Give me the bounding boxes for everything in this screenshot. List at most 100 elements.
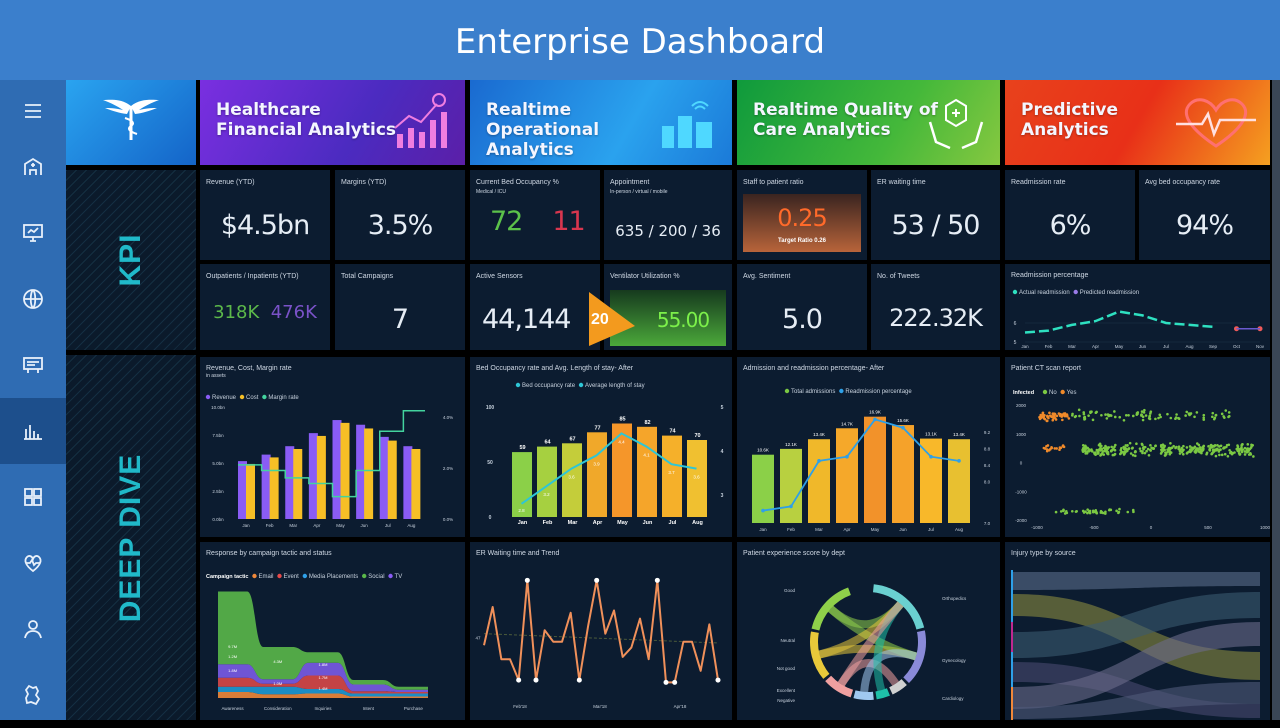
y2-tick-label: 8.4 xyxy=(984,463,991,468)
sidebar-item-map[interactable] xyxy=(0,662,66,728)
y-tick-label: -2000 xyxy=(1015,518,1027,523)
kpi-margins[interactable]: Margins (YTD) 3.5% xyxy=(335,170,465,260)
chart-ct-scan[interactable]: Patient CT scan report Infected No Yes 2000 1… xyxy=(1005,357,1270,537)
chart-bed-occupancy-los[interactable]: Bed Occupancy rate and Avg. Length of st… xyxy=(470,357,732,537)
legend-swatch xyxy=(205,394,211,400)
legend-item: Bed occupancy rate xyxy=(522,383,576,389)
los-value-label: 3.6 xyxy=(693,475,700,480)
scan-point xyxy=(1240,443,1244,446)
scan-point xyxy=(1246,443,1250,446)
kpi-value: 222.32K xyxy=(889,304,983,332)
sidebar-item-menu[interactable] xyxy=(0,78,66,144)
x-tick-label: Mar xyxy=(1068,344,1076,349)
scan-point xyxy=(1147,417,1151,420)
source-node xyxy=(1011,687,1013,720)
banner-financial-analytics[interactable]: Healthcare Financial Analytics xyxy=(200,80,465,165)
scan-point xyxy=(1175,413,1178,416)
scan-point xyxy=(1224,409,1228,412)
scan-point xyxy=(1249,446,1253,449)
kpi-label: Current Bed Occupancy % xyxy=(476,179,559,186)
scan-point xyxy=(1246,447,1249,450)
chart-subtitle: in assets xyxy=(206,373,226,379)
scan-point xyxy=(1147,454,1151,457)
logo-tile[interactable] xyxy=(66,80,196,165)
scan-point xyxy=(1067,417,1071,420)
sidebar-item-chart[interactable] xyxy=(0,398,66,464)
kpi-er-wait[interactable]: ER waiting time 53 / 50 xyxy=(871,170,1000,260)
banner-label: Realtime Quality of Care Analytics xyxy=(753,100,938,140)
sidebar-item-person[interactable] xyxy=(0,596,66,662)
chart-patient-experience[interactable]: Patient experience score by dept Good Neut… xyxy=(737,542,1000,720)
banner-quality-of-care[interactable]: Realtime Quality of Care Analytics xyxy=(737,80,1000,165)
scan-point xyxy=(1059,510,1063,513)
x-tick-label: Oct xyxy=(1233,344,1241,349)
chord-arc xyxy=(853,690,874,700)
scan-point xyxy=(1054,418,1058,421)
scan-point xyxy=(1200,449,1203,453)
chart-readmission-percentage[interactable]: Readmission percentage Actual readmission… xyxy=(1005,264,1270,350)
scan-point xyxy=(1152,447,1156,450)
chart-er-waiting[interactable]: ER Waiting time and Trend 47 Feb'18 Mar'18 A… xyxy=(470,542,732,720)
extreme-point xyxy=(594,577,600,583)
scan-point xyxy=(1055,447,1058,450)
banner-operational-analytics[interactable]: Realtime Operational Analytics xyxy=(470,80,732,165)
chart-revenue-cost-margin[interactable]: Revenue, Cost, Margin rate in assets Reven… xyxy=(200,357,465,537)
kpi-out-inpatients[interactable]: Outpatients / Inpatients (YTD) 318K 476K xyxy=(200,264,330,350)
scan-point xyxy=(1046,415,1050,418)
sidebar-item-globe[interactable] xyxy=(0,266,66,332)
scan-point xyxy=(1041,413,1045,417)
kpi-revenue[interactable]: Revenue (YTD) $4.5bn xyxy=(200,170,330,260)
scan-point xyxy=(1126,443,1129,447)
scan-point xyxy=(1053,447,1057,450)
sidebar-item-heart[interactable] xyxy=(0,530,66,596)
chart-injury-type[interactable]: Injury type by source xyxy=(1005,542,1270,720)
bar-value-label: 67 xyxy=(569,436,575,442)
scrollbar[interactable] xyxy=(1272,80,1280,720)
kpi-staff-ratio[interactable]: Staff to patient ratio 0.25 Target Ratio… xyxy=(737,170,867,260)
y2-tick-label: 4.0% xyxy=(443,415,453,420)
kpi-tweets[interactable]: No. of Tweets 222.32K xyxy=(871,264,1000,350)
x-tick-label: Purchase xyxy=(404,706,424,711)
kpi-bed-occupancy[interactable]: Current Bed Occupancy % Medical / ICU 72 1… xyxy=(470,170,600,260)
scan-point xyxy=(1178,452,1182,455)
kpi-value: 94% xyxy=(1175,210,1234,241)
scan-point xyxy=(1172,444,1175,448)
sidebar-item-grid[interactable] xyxy=(0,464,66,530)
kpi-ventilator[interactable]: Ventilator Utilization % 55.00 xyxy=(604,264,732,350)
scan-point xyxy=(1182,444,1185,448)
x-tick-label: Apr xyxy=(1092,344,1100,349)
kpi-appointment[interactable]: Appointment In-person / virtual / mobile 6… xyxy=(604,170,732,260)
kpi-campaigns[interactable]: Total Campaigns 7 xyxy=(335,264,465,350)
scan-point xyxy=(1220,412,1224,416)
scan-point xyxy=(1084,445,1088,449)
kpi-sentiment[interactable]: Avg. Sentiment 5.0 xyxy=(737,264,867,350)
scan-point xyxy=(1118,507,1121,511)
sidebar-item-monitor[interactable] xyxy=(0,200,66,266)
bar-value-label: 85 xyxy=(619,417,625,423)
map-icon xyxy=(24,684,41,706)
admissions-bar xyxy=(780,448,802,523)
chart-campaign-response[interactable]: Response by campaign tactic and status Ca… xyxy=(200,542,465,720)
kpi-sublabel: In-person / virtual / mobile xyxy=(610,189,668,195)
banner-predictive-analytics[interactable]: Predictive Analytics xyxy=(1005,80,1270,165)
scan-point xyxy=(1209,443,1213,447)
x-tick-label: Feb xyxy=(787,527,795,532)
scan-point xyxy=(1113,415,1117,419)
scan-point xyxy=(1113,448,1117,452)
scan-point xyxy=(1117,510,1121,514)
chart-admissions[interactable]: Admission and readmission percentage- Af… xyxy=(737,357,1000,537)
scan-point xyxy=(1042,446,1046,450)
heart-icon xyxy=(24,555,42,573)
scan-point xyxy=(1071,412,1074,416)
scan-point xyxy=(1123,450,1126,453)
kpi-sensors[interactable]: Active Sensors 44,144 xyxy=(470,264,600,350)
legend-swatch xyxy=(1060,389,1065,395)
sidebar-item-hospital[interactable] xyxy=(0,134,66,200)
sidebar-item-billboard[interactable] xyxy=(0,332,66,398)
er-wait-line xyxy=(483,579,719,684)
kpi-avg-bed-occupancy[interactable]: Avg bed occupancy rate 94% xyxy=(1139,170,1270,260)
scan-point xyxy=(1154,444,1157,448)
scan-point xyxy=(1048,411,1051,415)
kpi-value: 635 / 200 / 36 xyxy=(615,222,721,240)
kpi-readmission-rate[interactable]: Readmission rate 6% xyxy=(1005,170,1135,260)
